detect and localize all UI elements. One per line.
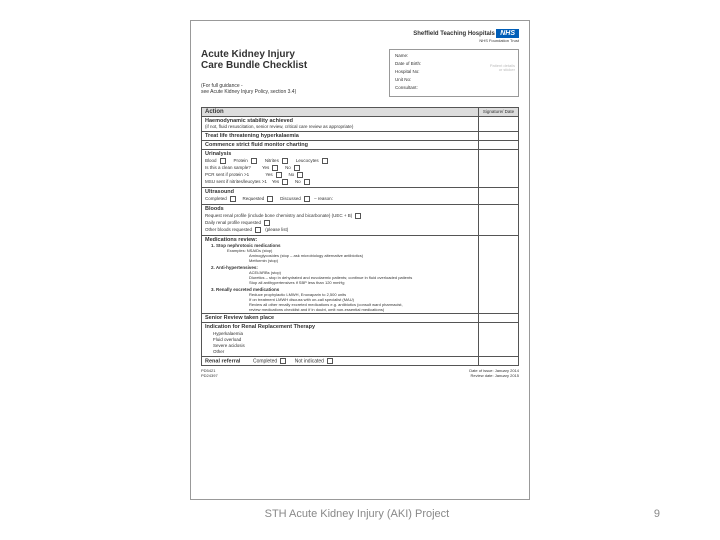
form-dates: Date of issue: January 2014 Review date:…: [469, 368, 519, 378]
sig-cell[interactable]: [479, 314, 519, 323]
sig-cell[interactable]: [479, 236, 519, 314]
header: Sheffield Teaching Hospitals NHS NHS Fou…: [201, 29, 519, 43]
signature-header: Signature/ Date: [479, 108, 519, 117]
row-haemo: Haemodynamic stability achieved (if not,…: [202, 117, 479, 132]
row-hyperk: Treat life threatening hyperkalaemia: [202, 132, 479, 141]
checkbox[interactable]: [282, 158, 288, 164]
checkbox[interactable]: [267, 196, 273, 202]
checkbox[interactable]: [294, 165, 300, 171]
checkbox[interactable]: [322, 158, 328, 164]
patient-unit-label: Unit No:: [395, 77, 513, 82]
form-title-2: Care Bundle Checklist: [201, 60, 307, 71]
checkbox[interactable]: [251, 158, 257, 164]
form-title-1: Acute Kidney Injury: [201, 49, 307, 60]
form-page: Sheffield Teaching Hospitals NHS NHS Fou…: [190, 20, 530, 500]
title-block: Acute Kidney Injury Care Bundle Checklis…: [201, 49, 519, 97]
nhs-logo: NHS: [496, 29, 519, 38]
sig-cell[interactable]: [479, 357, 519, 366]
slide-pagenum: 9: [654, 508, 660, 520]
checkbox[interactable]: [304, 196, 310, 202]
patient-hint: Patient details or sticker: [490, 64, 515, 73]
patient-cons-label: Consultant:: [395, 85, 513, 90]
sig-cell[interactable]: [479, 188, 519, 205]
sig-cell[interactable]: [479, 205, 519, 236]
org-block: Sheffield Teaching Hospitals NHS NHS Fou…: [413, 29, 519, 43]
sig-cell[interactable]: [479, 150, 519, 188]
sig-cell[interactable]: [479, 117, 519, 132]
sig-cell[interactable]: [479, 141, 519, 150]
checkbox[interactable]: [355, 213, 361, 219]
checklist-table: Action Signature/ Date Haemodynamic stab…: [201, 107, 519, 366]
checkbox[interactable]: [280, 358, 286, 364]
form-code: PD5421 PD24397: [201, 368, 218, 378]
checkbox[interactable]: [264, 220, 270, 226]
checkbox[interactable]: [282, 179, 288, 185]
patient-details-box: Name: Date of Birth: Hospital No: Unit N…: [389, 49, 519, 97]
checkbox[interactable]: [272, 165, 278, 171]
org-name: Sheffield Teaching Hospitals: [413, 31, 495, 37]
checkbox[interactable]: [304, 179, 310, 185]
row-renal-referral: Renal referral Completed Not indicated: [202, 357, 479, 366]
checkbox[interactable]: [255, 227, 261, 233]
row-renal-replacement: Indication for Renal Replacement Therapy…: [202, 323, 479, 357]
row-bloods: Bloods Request renal profile (include bo…: [202, 205, 479, 236]
slide-caption: STH Acute Kidney Injury (AKI) Project: [60, 508, 654, 520]
row-medications: Medications review: 1. Stop nephrotoxic …: [202, 236, 479, 314]
row-fluid: Commence strict fluid monitor charting: [202, 141, 479, 150]
sig-cell[interactable]: [479, 132, 519, 141]
subtext-2: see Acute Kidney Injury Policy, section …: [201, 89, 307, 95]
patient-name-label: Name:: [395, 53, 513, 58]
row-ultrasound: Ultrasound Completed Requested Discussed…: [202, 188, 479, 205]
row-senior: Senior Review taken place: [202, 314, 479, 323]
slide-footer: STH Acute Kidney Injury (AKI) Project 9: [0, 508, 720, 520]
sig-cell[interactable]: [479, 323, 519, 357]
form-footer: PD5421 PD24397 Date of issue: January 20…: [201, 368, 519, 378]
checkbox[interactable]: [297, 172, 303, 178]
checkbox[interactable]: [276, 172, 282, 178]
checkbox[interactable]: [220, 158, 226, 164]
checkbox[interactable]: [327, 358, 333, 364]
action-header: Action: [202, 108, 479, 117]
checkbox[interactable]: [230, 196, 236, 202]
row-urinalysis: Urinalysis Blood Protein Nitrites Leucoc…: [202, 150, 479, 188]
trust-name: NHS Foundation Trust: [413, 38, 519, 43]
